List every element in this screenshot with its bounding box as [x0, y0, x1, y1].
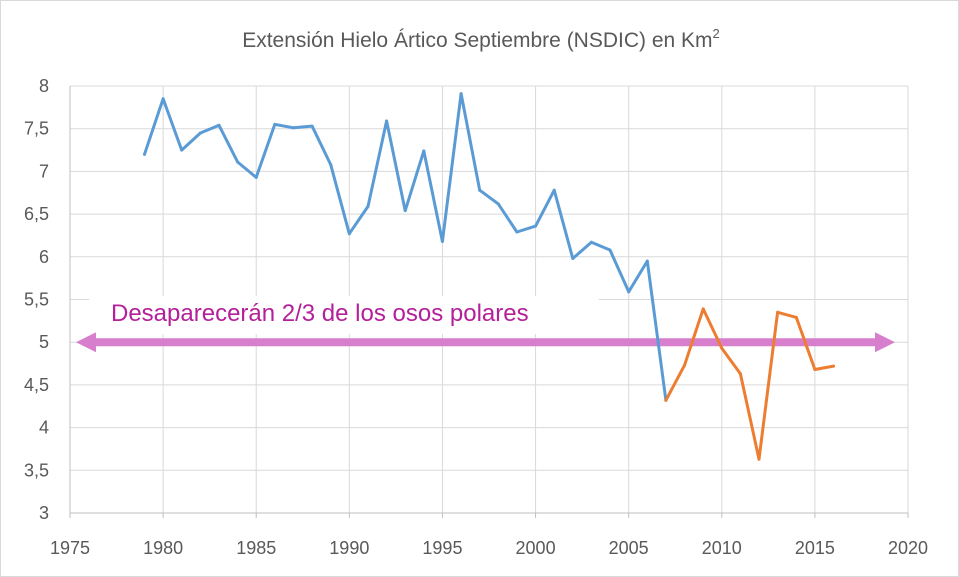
x-tick-label: 2015 — [795, 538, 835, 558]
data-point — [142, 152, 146, 156]
axes — [69, 86, 909, 518]
data-point — [180, 148, 184, 152]
data-point — [664, 398, 668, 402]
data-point — [813, 368, 817, 372]
annotation: Desaparecerán 2/3 de los osos polares — [76, 296, 895, 353]
y-tick-label: 7,5 — [24, 119, 49, 139]
data-point — [403, 209, 407, 213]
series-line-1 — [143, 92, 668, 402]
data-point — [422, 149, 426, 153]
data-point — [776, 310, 780, 314]
data-point — [496, 202, 500, 206]
x-axis-tick-labels: 1975 1980 1985 1990 1995 2000 2005 2010 2015 2020 — [50, 538, 928, 558]
series — [142, 92, 836, 461]
y-tick-label: 7 — [39, 161, 49, 181]
x-tick-label: 1975 — [50, 538, 90, 558]
data-point — [217, 123, 221, 127]
x-tick-label: 2020 — [888, 538, 928, 558]
y-tick-label: 5,5 — [24, 290, 49, 310]
y-tick-label: 4,5 — [24, 375, 49, 395]
series-line-2 — [664, 307, 835, 461]
data-point — [720, 346, 724, 350]
y-axis-tick-labels: 3 3,5 4 4,5 5 5,5 6 6,5 7 7,5 8 — [24, 76, 49, 523]
x-tick-label: 2000 — [516, 538, 556, 558]
chart-title: Extensión Hielo Ártico Septiembre (NSDIC… — [242, 26, 720, 52]
data-point — [273, 122, 277, 126]
data-point — [478, 188, 482, 192]
data-point — [329, 163, 333, 167]
data-point — [347, 232, 351, 236]
data-point — [236, 160, 240, 164]
y-tick-label: 8 — [39, 76, 49, 96]
x-tick-label: 2010 — [702, 538, 742, 558]
x-tick-label: 2005 — [609, 538, 649, 558]
title-superscript: 2 — [713, 26, 720, 41]
data-point — [832, 364, 836, 368]
annotation-arrow-left-head — [76, 332, 96, 353]
x-tick-label: 1980 — [143, 538, 183, 558]
data-point — [291, 126, 295, 130]
data-point — [571, 257, 575, 261]
data-point — [366, 204, 370, 208]
x-tick-label: 1985 — [236, 538, 276, 558]
data-point — [254, 175, 258, 179]
data-point — [701, 307, 705, 311]
data-point — [738, 372, 742, 376]
data-point — [794, 315, 798, 319]
data-point — [198, 131, 202, 135]
y-tick-label: 6 — [39, 247, 49, 267]
data-point — [608, 248, 612, 252]
annotation-text: Desaparecerán 2/3 de los osos polares — [111, 300, 529, 327]
x-tick-label: 1995 — [422, 538, 462, 558]
data-point — [757, 457, 761, 461]
data-point — [515, 230, 519, 234]
y-tick-label: 4 — [39, 418, 49, 438]
data-point — [589, 240, 593, 244]
y-tick-label: 3 — [39, 503, 49, 523]
data-point — [161, 97, 165, 101]
x-tick-label: 1990 — [329, 538, 369, 558]
annotation-arrow-right-head — [875, 332, 895, 353]
y-tick-label: 5 — [39, 332, 49, 352]
data-point — [385, 119, 389, 123]
data-point — [440, 239, 444, 243]
y-tick-label: 3,5 — [24, 460, 49, 480]
annotation-background — [89, 296, 599, 334]
data-point — [310, 124, 314, 128]
data-point — [552, 188, 556, 192]
data-point — [683, 363, 687, 367]
data-point — [459, 92, 463, 96]
y-tick-label: 6,5 — [24, 204, 49, 224]
data-point — [534, 224, 538, 228]
data-point — [645, 259, 649, 263]
data-point — [627, 290, 631, 294]
